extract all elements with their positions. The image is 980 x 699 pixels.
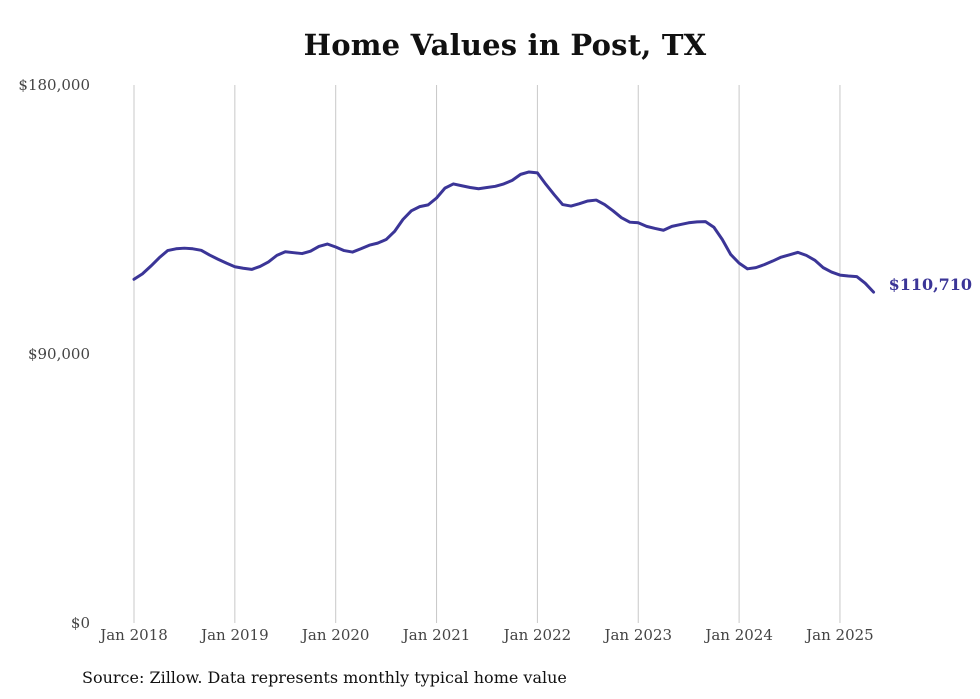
x-tick-label: Jan 2025 xyxy=(804,626,874,644)
end-value-label: $110,710 xyxy=(889,275,973,294)
chart-title: Home Values in Post, TX xyxy=(303,28,707,62)
x-tick-label: Jan 2020 xyxy=(300,626,370,644)
x-tick-label: Jan 2021 xyxy=(401,626,471,644)
y-tick-label: $0 xyxy=(71,614,90,632)
y-tick-label: $90,000 xyxy=(28,345,90,363)
x-tick-label: Jan 2024 xyxy=(703,626,773,644)
series-line xyxy=(132,170,876,294)
x-tick-label: Jan 2018 xyxy=(98,626,168,644)
x-tick-label: Jan 2022 xyxy=(502,626,572,644)
source-note: Source: Zillow. Data represents monthly … xyxy=(82,668,567,687)
x-tick-label: Jan 2023 xyxy=(602,626,672,644)
y-axis-ticks: $0 $90,000 $180,000 xyxy=(18,76,90,632)
y-tick-label: $180,000 xyxy=(18,76,90,94)
x-axis-ticks: Jan 2018 Jan 2019 Jan 2020 Jan 2021 Jan 2022… xyxy=(98,626,874,644)
x-tick-label: Jan 2019 xyxy=(199,626,269,644)
grid-lines xyxy=(133,85,841,623)
